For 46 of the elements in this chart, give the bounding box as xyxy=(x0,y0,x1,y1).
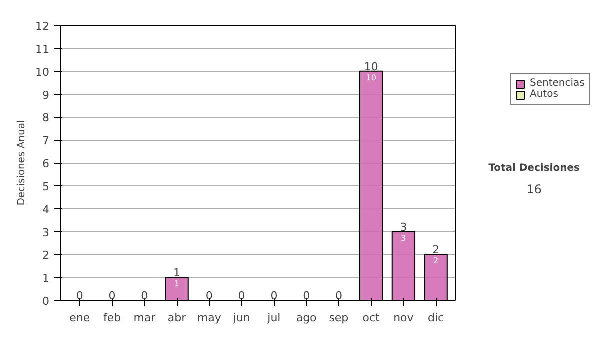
data-label: 1 xyxy=(174,280,180,289)
text: Total Decisiones xyxy=(488,163,580,174)
total-label: 2 xyxy=(432,244,440,257)
y-tick-label: 12 xyxy=(36,20,50,33)
y-tick-label: 8 xyxy=(42,112,50,125)
y-tick-label: 11 xyxy=(36,42,50,56)
y-tick-label: 3 xyxy=(42,226,50,240)
total-label: 0 xyxy=(335,290,342,302)
legend-label: Autos xyxy=(530,89,558,100)
total-label: 3 xyxy=(400,220,408,234)
x-tick-label: abr xyxy=(168,312,187,324)
x-tick-label: jun xyxy=(232,312,250,324)
x-tick-label: nov xyxy=(394,312,414,324)
total-label: 10 xyxy=(364,60,378,74)
y-tick-label: 1 xyxy=(42,272,50,286)
x-tick-label: feb xyxy=(103,312,122,324)
x-tick-label: ago xyxy=(296,312,318,324)
total-label: 0 xyxy=(76,290,84,302)
total-label: 0 xyxy=(270,290,278,302)
y-tick-label: 7 xyxy=(42,134,50,148)
total-label: 0 xyxy=(108,290,116,302)
y-tick-label: 4 xyxy=(42,203,50,216)
total-label: 1 xyxy=(174,266,181,280)
legend-label: Sentencias xyxy=(530,78,585,89)
total-label: 0 xyxy=(141,290,148,302)
x-tick-label: oct xyxy=(362,312,381,324)
total-label: 0 xyxy=(303,290,310,302)
y-axis-title: Decisiones Anual xyxy=(16,120,28,206)
total-label: 0 xyxy=(206,290,213,302)
y-tick-label: 2 xyxy=(42,249,50,262)
x-tick-label: dic xyxy=(428,312,444,324)
text: 16 xyxy=(526,182,542,196)
y-tick-label: 9 xyxy=(42,88,50,102)
x-tick-label: mar xyxy=(134,312,156,324)
y-tick-label: 10 xyxy=(36,66,50,79)
data-label: 2 xyxy=(434,256,439,266)
y-tick-label: 6 xyxy=(42,158,50,170)
y-tick-label: 0 xyxy=(42,295,50,308)
data-label: 10 xyxy=(366,73,376,82)
x-tick-label: ene xyxy=(70,312,90,324)
x-tick-label: may xyxy=(197,312,222,324)
data-label: 3 xyxy=(401,234,406,243)
total-label: 0 xyxy=(238,290,246,302)
x-tick-label: jul xyxy=(266,312,281,324)
x-tick-label: sep xyxy=(329,312,349,324)
y-tick-label: 5 xyxy=(42,180,50,194)
